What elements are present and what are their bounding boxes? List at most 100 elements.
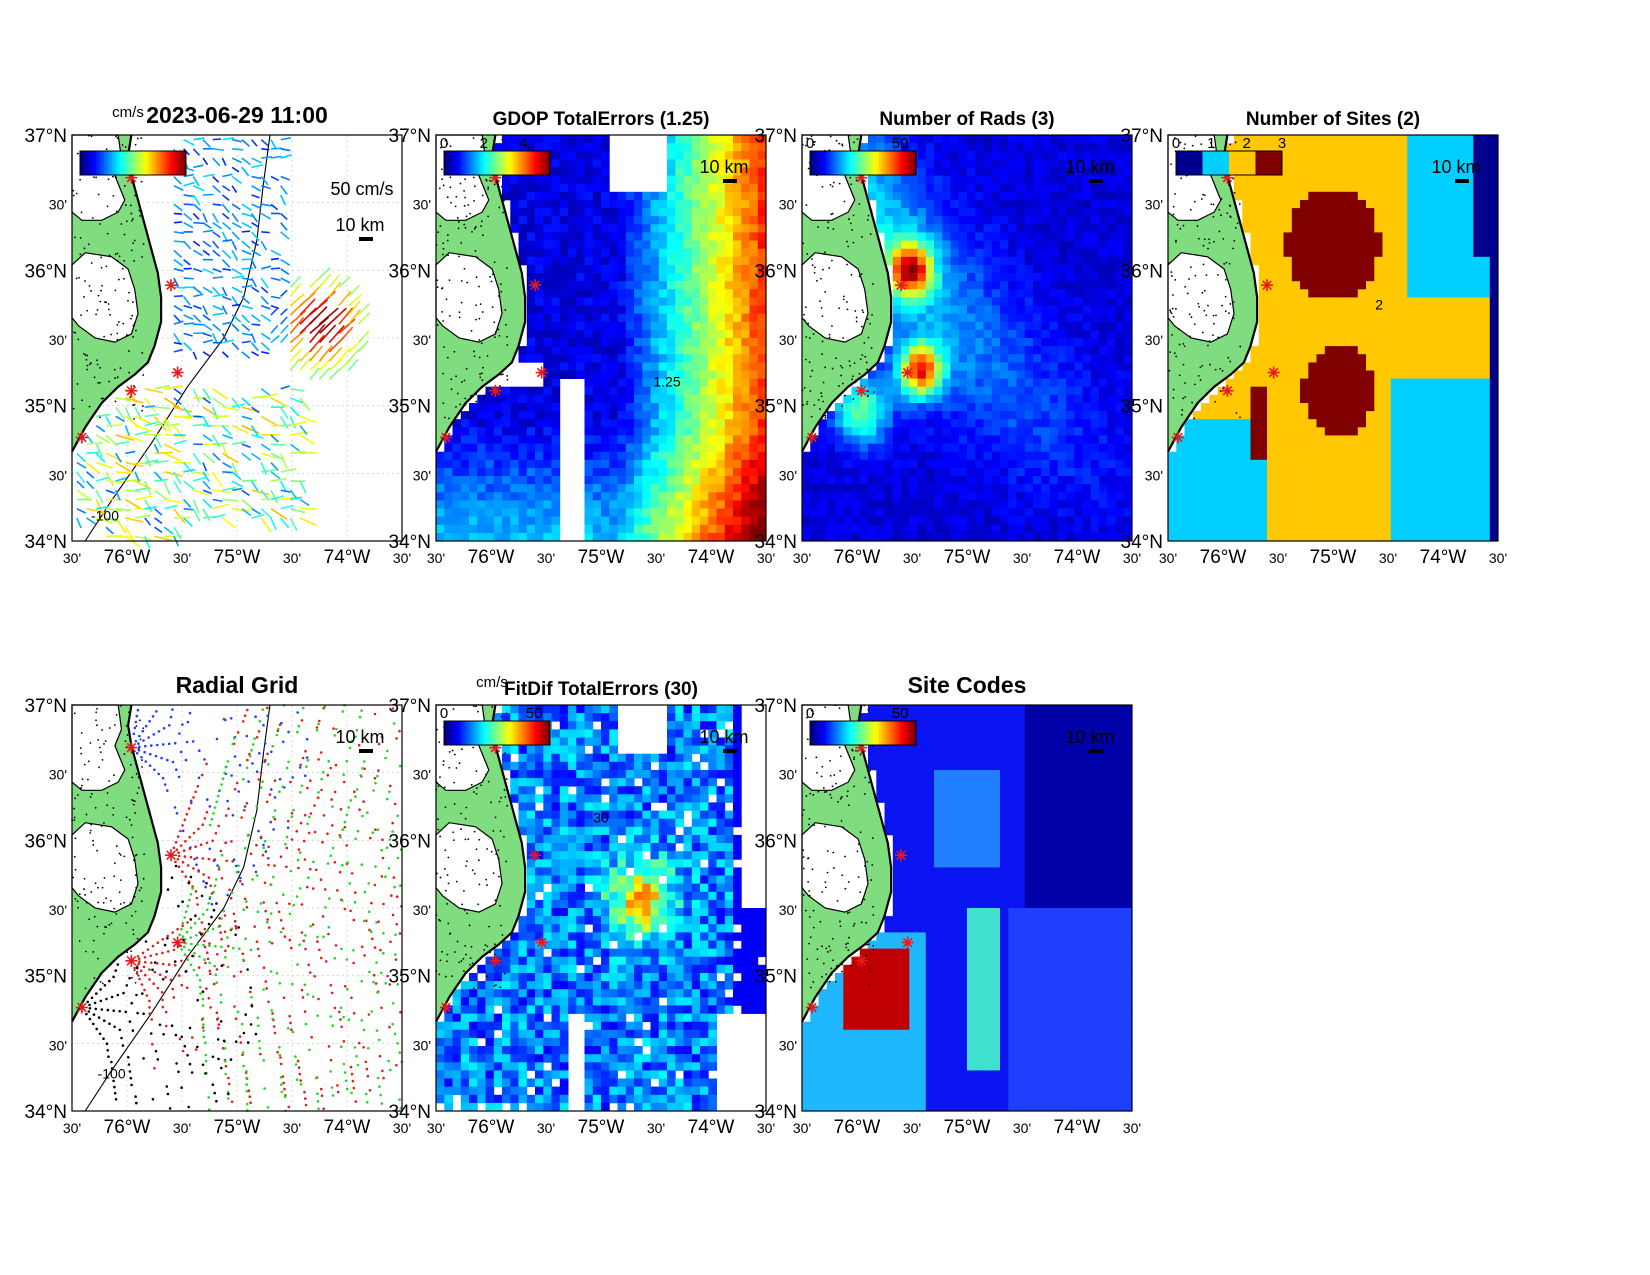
grid-cell [757,354,767,363]
grid-cell [617,216,627,225]
current-vector [348,294,363,307]
grid-cell [810,459,819,469]
coast-speckle [138,209,141,212]
grid-cell [1000,232,1009,241]
grid-cell [526,232,536,241]
grid-cell [1123,459,1133,469]
grid-cell [1041,419,1050,428]
grid-cell [983,419,993,428]
grid-cell [1099,427,1108,436]
lon-tick-label: 30' [903,550,921,566]
grid-cell [1041,297,1050,306]
coast-speckle [821,185,824,188]
site-marker [855,384,868,397]
grid-cell [892,492,902,501]
current-vector [153,508,163,516]
grid-cell [1176,524,1185,534]
grid-cell [1066,508,1075,517]
current-vector [212,434,221,448]
colorbar-segment [106,151,110,175]
grid-cell [460,524,470,534]
grid-cell [1082,411,1092,420]
grid-cell [917,354,927,363]
grid-cell [1258,524,1268,534]
grid-cell [1267,321,1276,331]
current-vector [270,267,281,270]
grid-cell [601,467,610,477]
grid-cell [892,403,902,412]
grid-cell [716,378,726,388]
grid-cell [1066,321,1075,331]
grid-cell [634,338,643,347]
grid-cell [1283,159,1293,168]
scale-bar: 10 km [335,215,385,241]
coast-speckle [827,221,830,224]
grid-cell [917,411,927,420]
current-vector [299,397,311,411]
grid-cell [1000,313,1009,323]
grid-cell [733,305,742,314]
grid-cell [1090,232,1100,241]
grid-cell [843,476,852,485]
grid-cell [1033,143,1042,152]
grid-cell [551,459,561,469]
grid-cell [818,427,828,436]
current-vector [250,259,257,269]
grid-cell [950,427,960,436]
grid-cell [1008,362,1017,371]
grid-cell [543,451,552,461]
grid-cell [576,248,585,258]
grid-cell [859,443,869,453]
grid-cell [741,135,750,144]
grid-cell [592,224,602,233]
grid-cell [1000,467,1009,477]
grid-cell [584,135,594,144]
grid-cell [617,394,627,404]
grid-cell [876,467,885,477]
colorbar-segment [865,151,869,175]
grid-cell [868,476,877,485]
grid-cell [1283,516,1293,526]
grid-cell [1275,362,1284,371]
grid-cell [708,264,717,274]
grid-cell [1250,143,1260,152]
grid-cell [909,346,918,355]
grid-cell [818,516,828,526]
colorbar-segment [162,151,166,175]
grid-cell [1123,135,1133,144]
grid-cell [958,216,968,225]
grid-cell [925,338,935,347]
grid-cell [757,476,767,485]
grid-cell [1275,135,1284,144]
grid-cell [1115,516,1125,526]
grid-cell [975,419,984,428]
grid-cell [1283,443,1293,453]
grid-cell [485,500,495,509]
grid-cell [1291,403,1301,412]
current-vector [76,517,82,529]
grid-cell [1115,427,1125,436]
grid-cell [551,200,561,209]
coast-speckle [130,249,133,252]
current-vector [280,385,290,390]
coast-speckle [72,189,75,192]
grid-cell [1041,135,1050,144]
grid-cell [1267,183,1276,193]
lon-tick-label: 75°W [944,547,991,568]
grid-cell [1267,524,1276,534]
grid-cell [757,143,767,152]
grid-cell [716,435,726,444]
grid-cell [551,216,561,225]
site-marker [75,431,88,444]
grid-cell [691,224,701,233]
grid-cell [1099,435,1108,444]
grid-cell [1242,419,1251,428]
grid-cell [675,289,684,298]
grid-cell [1250,248,1260,258]
grid-cell [1225,476,1235,485]
grid-cell [876,532,885,542]
grid-cell [584,264,594,274]
current-vector [299,298,316,316]
grid-cell [757,443,767,453]
grid-cell [1217,443,1227,453]
